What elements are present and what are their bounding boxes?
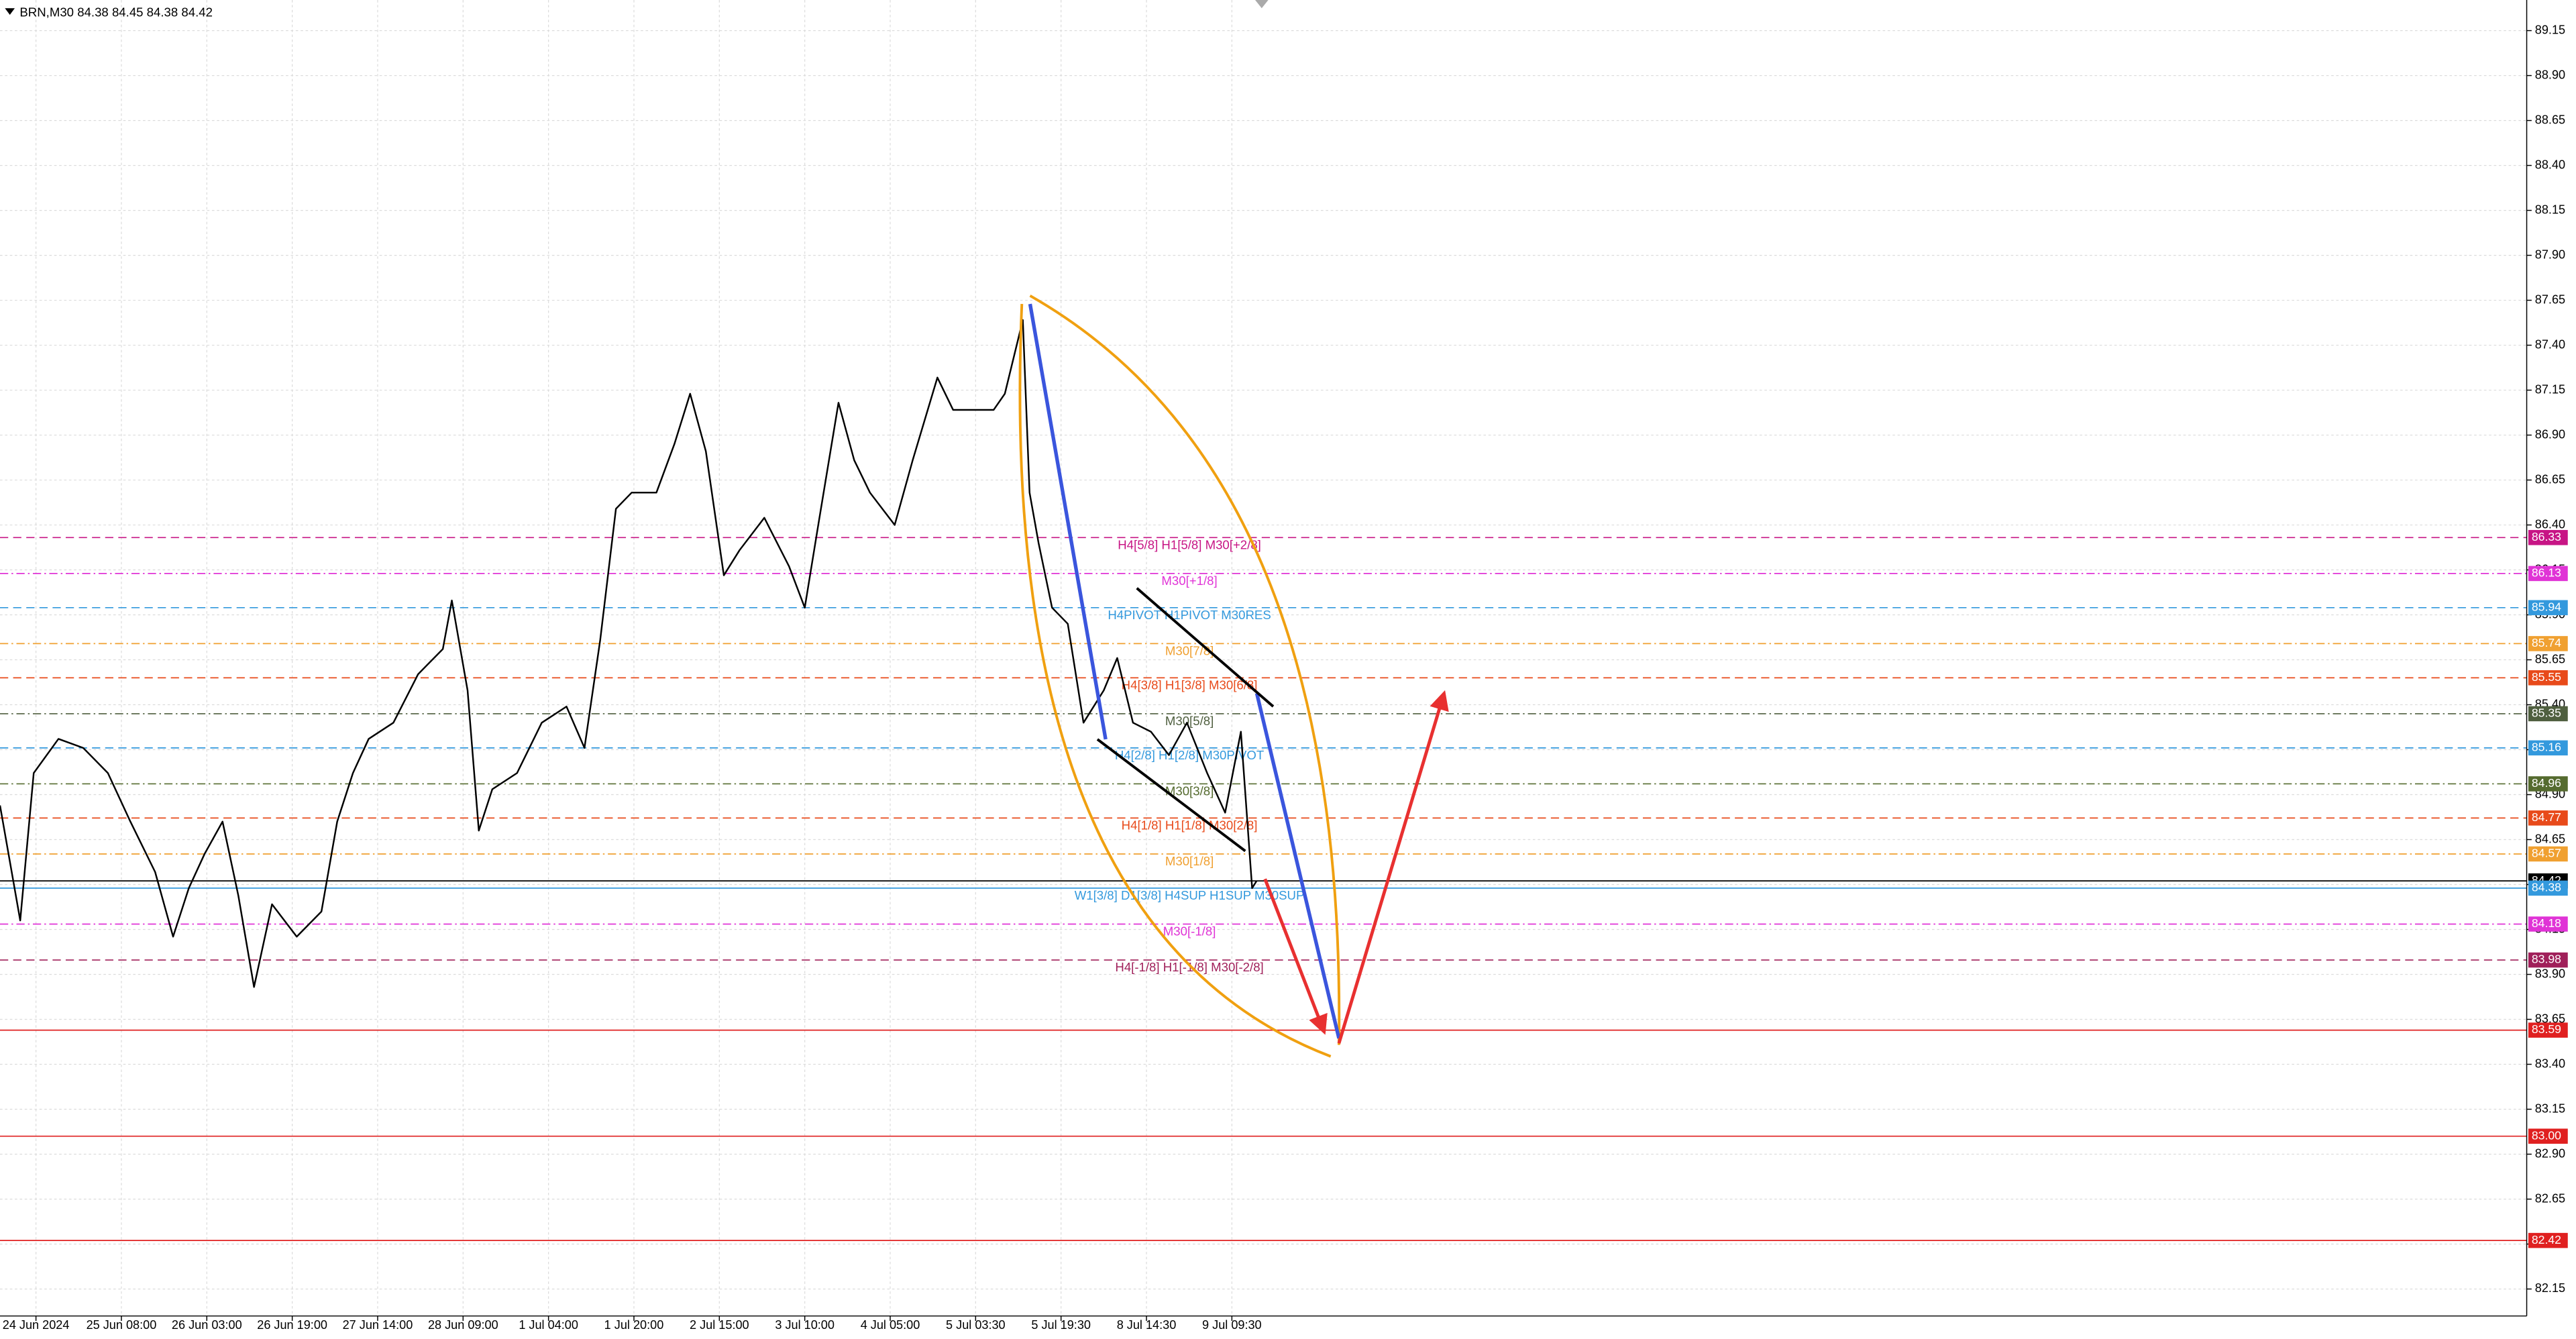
level-text: H4[1/8] H1[1/8] M30[2/8] xyxy=(1122,818,1258,833)
x-tick-label: 28 Jun 09:00 xyxy=(428,1318,498,1332)
red-arrow xyxy=(1337,690,1449,1044)
channel-line xyxy=(1136,587,1275,708)
y-tick-label: 89.15 xyxy=(2535,23,2565,36)
y-tick-label: 88.15 xyxy=(2535,203,2565,216)
price-label: 86.13 xyxy=(2532,566,2561,580)
x-tick-label: 5 Jul 19:30 xyxy=(1031,1318,1091,1332)
price-label-box xyxy=(2528,600,2568,616)
x-tick-label: 5 Jul 03:30 xyxy=(946,1318,1006,1332)
x-tick-label: 4 Jul 05:00 xyxy=(861,1318,920,1332)
y-tick-label: 86.65 xyxy=(2535,472,2565,486)
level-text: M30[-1/8] xyxy=(1163,924,1216,939)
level-text: H4[5/8] H1[5/8] M30[+2/8] xyxy=(1118,537,1261,551)
price-label: 83.00 xyxy=(2532,1128,2561,1142)
price-label-box xyxy=(2528,636,2568,651)
axes: 82.1582.4082.6582.9083.1583.4083.6583.90… xyxy=(3,23,2568,1332)
y-tick-label: 88.40 xyxy=(2535,158,2565,171)
price-label: 84.96 xyxy=(2532,776,2561,790)
header-arrow xyxy=(5,8,15,15)
x-tick-label: 8 Jul 14:30 xyxy=(1117,1318,1177,1332)
x-tick-label: 24 Jun 2024 xyxy=(3,1318,70,1332)
price-label-box xyxy=(2528,530,2568,545)
y-tick-label: 83.90 xyxy=(2535,967,2565,980)
x-tick-label: 2 Jul 15:00 xyxy=(690,1318,749,1332)
grid xyxy=(0,0,2527,1316)
y-tick-label: 84.65 xyxy=(2535,832,2565,845)
price-label: 82.42 xyxy=(2532,1233,2561,1246)
x-tick-label: 1 Jul 04:00 xyxy=(519,1318,578,1332)
level-text: M30[5/8] xyxy=(1165,714,1214,728)
price-label: 85.74 xyxy=(2532,636,2561,649)
level-text: M30[+1/8] xyxy=(1161,574,1217,588)
level-text: M30[3/8] xyxy=(1165,784,1214,798)
price-label-box xyxy=(2528,952,2568,968)
y-tick-label: 85.65 xyxy=(2535,652,2565,665)
y-tick-label: 82.90 xyxy=(2535,1146,2565,1160)
level-text: H4[-1/8] H1[-1/8] M30[-2/8] xyxy=(1115,960,1263,974)
y-tick-label: 86.40 xyxy=(2535,517,2565,531)
price-label-box xyxy=(2528,566,2568,582)
price-label: 83.59 xyxy=(2532,1022,2561,1036)
x-tick-label: 1 Jul 20:00 xyxy=(604,1318,664,1332)
price-label: 83.98 xyxy=(2532,953,2561,966)
level-text: H4[2/8] H1[2/8] M30PIVOT xyxy=(1115,748,1264,762)
y-tick-label: 83.65 xyxy=(2535,1012,2565,1025)
orange-arc xyxy=(1029,294,1341,1045)
y-tick-label: 88.65 xyxy=(2535,113,2565,126)
y-tick-label: 87.65 xyxy=(2535,292,2565,306)
x-tick-label: 9 Jul 09:30 xyxy=(1202,1318,1262,1332)
price-label-box xyxy=(2528,740,2568,756)
drawings xyxy=(1018,294,1449,1058)
channel-line xyxy=(1096,738,1246,853)
series xyxy=(0,319,1258,988)
price-label-box xyxy=(2528,706,2568,722)
x-tick-label: 26 Jun 03:00 xyxy=(172,1318,242,1332)
price-label: 85.55 xyxy=(2532,670,2561,684)
price-label: 85.94 xyxy=(2532,600,2561,613)
level-text: M30[1/8] xyxy=(1165,854,1214,868)
y-tick-label: 88.90 xyxy=(2535,68,2565,81)
level-text: H4PIVOT H1PIVOT M30RES xyxy=(1108,608,1271,622)
price-label-box xyxy=(2528,810,2568,826)
price-label: 85.35 xyxy=(2532,706,2561,720)
y-tick-label: 86.90 xyxy=(2535,427,2565,441)
price-label-box xyxy=(2528,670,2568,686)
x-tick-label: 27 Jun 14:00 xyxy=(343,1318,413,1332)
price-label-box xyxy=(2528,916,2568,932)
price-label-box xyxy=(2528,776,2568,792)
y-tick-label: 82.15 xyxy=(2535,1281,2565,1295)
orange-arc xyxy=(1018,304,1332,1058)
y-tick-label: 82.65 xyxy=(2535,1191,2565,1205)
price-label: 84.18 xyxy=(2532,916,2561,930)
blue-line xyxy=(1254,692,1341,1039)
blue-line xyxy=(1028,303,1108,740)
price-label: 84.57 xyxy=(2532,847,2561,860)
price-label-box xyxy=(2528,846,2568,862)
levels: H4[5/8] H1[5/8] M30[+2/8] M30[+1/8] H4PIVO… xyxy=(0,537,2527,1241)
level-text: M30[7/8] xyxy=(1165,644,1214,658)
price-label: 84.77 xyxy=(2532,810,2561,824)
y-tick-label: 83.15 xyxy=(2535,1102,2565,1115)
y-tick-label: 87.40 xyxy=(2535,337,2565,351)
chart-title: BRN,M30 84.38 84.45 84.38 84.42 xyxy=(19,5,213,19)
price-label-box xyxy=(2528,880,2568,896)
level-text: H4[3/8] H1[3/8] M30[6/8] xyxy=(1122,678,1258,692)
price-label: 84.38 xyxy=(2532,881,2561,894)
y-tick-label: 87.15 xyxy=(2535,382,2565,396)
price-label-box xyxy=(2528,1232,2568,1248)
x-tick-label: 3 Jul 10:00 xyxy=(775,1318,835,1332)
y-tick-label: 83.40 xyxy=(2535,1057,2565,1070)
price-label-box xyxy=(2528,1128,2568,1144)
y-tick-label: 87.90 xyxy=(2535,248,2565,261)
price-line xyxy=(0,319,1258,988)
red-arrow xyxy=(1263,878,1328,1035)
price-label-box xyxy=(2528,1022,2568,1038)
x-tick-label: 25 Jun 08:00 xyxy=(87,1318,157,1332)
price-label: 85.16 xyxy=(2532,741,2561,754)
price-label: 86.33 xyxy=(2532,530,2561,543)
x-tick-label: 26 Jun 19:00 xyxy=(257,1318,327,1332)
scroll-marker xyxy=(1255,0,1269,9)
